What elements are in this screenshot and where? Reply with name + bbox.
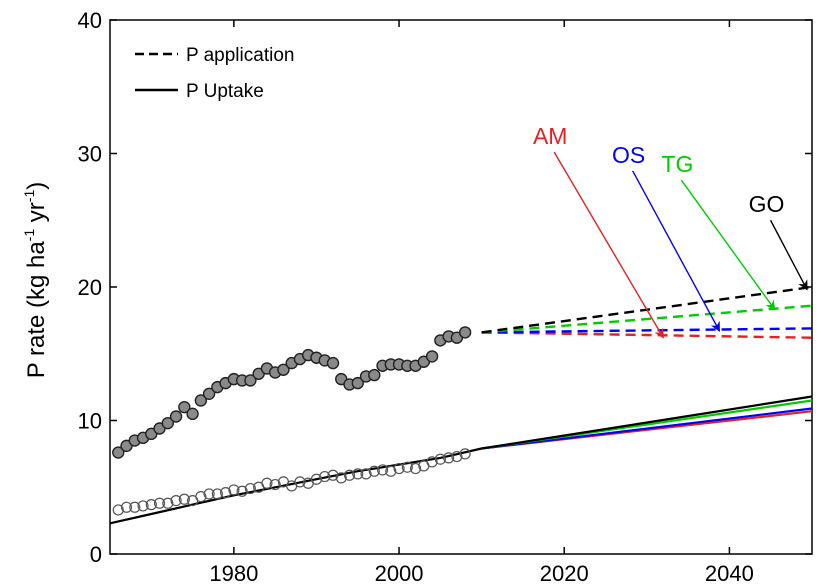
uptake-point	[319, 470, 331, 483]
application-point	[458, 326, 472, 339]
annotation-arrow-tg	[680, 179, 776, 311]
annotation-layer: AM OS TG GO	[533, 123, 808, 339]
annotation-label-go: GO	[749, 191, 785, 217]
x-tick-label-1980: 1980	[209, 561, 258, 586]
y-axis-label-main: P rate (kg ha	[23, 241, 50, 379]
y-axis-label: P rate (kg ha-1 yr-1)	[21, 182, 50, 379]
application-point	[186, 407, 199, 421]
uptake-point	[335, 472, 347, 484]
application-line-os	[481, 327, 813, 334]
uptake-point	[203, 488, 215, 500]
uptake-point	[443, 452, 455, 464]
application-point	[244, 374, 257, 387]
application-point	[351, 376, 364, 390]
uptake-point	[376, 464, 389, 476]
application-point	[425, 350, 439, 363]
uptake-point	[236, 485, 248, 497]
uptake-point	[162, 497, 174, 509]
y-axis-label-mid: yr	[23, 202, 50, 229]
marker-layer	[112, 326, 472, 516]
application-point	[161, 416, 175, 430]
x-tick-label-2040: 2040	[705, 561, 754, 586]
uptake-point	[228, 484, 240, 496]
application-line-am	[481, 331, 813, 339]
annotation-arrow-go	[769, 219, 808, 291]
annotation-label-am: AM	[533, 123, 568, 149]
annotation-arrow-am	[553, 151, 664, 339]
uptake-point	[409, 462, 422, 475]
application-point	[277, 363, 290, 376]
y-tick-label-40: 40	[78, 8, 102, 33]
y-axis-label-sup1: -1	[21, 229, 37, 242]
uptake-point	[368, 465, 380, 477]
application-point	[368, 368, 381, 382]
uptake-point	[220, 486, 232, 499]
uptake-point	[393, 462, 405, 475]
series-layer	[109, 285, 813, 525]
uptake-line-go	[481, 395, 813, 450]
y-axis-label-sup2: -1	[21, 190, 37, 203]
y-tick-label-20: 20	[78, 275, 102, 300]
uptake-point	[459, 448, 471, 460]
application-point	[202, 387, 216, 400]
y-tick-label-10: 10	[78, 409, 102, 434]
uptake-point	[112, 504, 124, 516]
uptake-point	[310, 473, 323, 485]
fitted-uptake-line	[109, 447, 482, 525]
annotation-label-tg: TG	[661, 151, 693, 177]
application-point	[194, 394, 208, 407]
uptake-point	[360, 468, 372, 480]
uptake-point	[261, 477, 273, 489]
uptake-point	[352, 468, 364, 480]
uptake-point	[244, 482, 256, 495]
y-axis-label-end: )	[23, 182, 50, 190]
x-tick-label-2020: 2020	[540, 561, 589, 586]
uptake-point	[343, 469, 356, 481]
uptake-point	[170, 495, 182, 507]
application-point	[112, 446, 125, 459]
y-tick-label-30: 30	[78, 142, 102, 167]
legend-label-uptake: P Uptake	[186, 81, 264, 102]
legend: P application P Uptake	[135, 45, 294, 102]
annotation-label-os: OS	[612, 142, 645, 168]
x-tick-label-2000: 2000	[375, 561, 424, 586]
uptake-point	[401, 461, 413, 473]
uptake-point	[269, 478, 281, 491]
uptake-point	[145, 499, 157, 511]
annotation-arrow-os	[632, 170, 721, 332]
legend-label-application: P application	[186, 45, 294, 66]
uptake-point	[434, 453, 446, 465]
uptake-point	[426, 456, 438, 468]
uptake-point	[120, 501, 133, 513]
application-line-tg	[481, 304, 813, 334]
application-point	[169, 410, 183, 423]
application-point	[178, 400, 191, 414]
uptake-point	[129, 501, 141, 513]
uptake-point	[451, 450, 463, 463]
uptake-line-os	[481, 407, 813, 450]
uptake-point	[294, 476, 306, 488]
uptake-point	[327, 469, 339, 481]
y-tick-label-0: 0	[90, 542, 102, 567]
application-point	[326, 356, 340, 370]
uptake-point	[137, 500, 149, 512]
uptake-point	[385, 465, 397, 477]
uptake-point	[211, 488, 223, 500]
uptake-point	[178, 493, 190, 505]
uptake-point	[195, 490, 207, 503]
axis-layer: 0 10 20 30 40 1980 2000 2020 2040	[78, 8, 812, 586]
uptake-point	[153, 497, 166, 509]
